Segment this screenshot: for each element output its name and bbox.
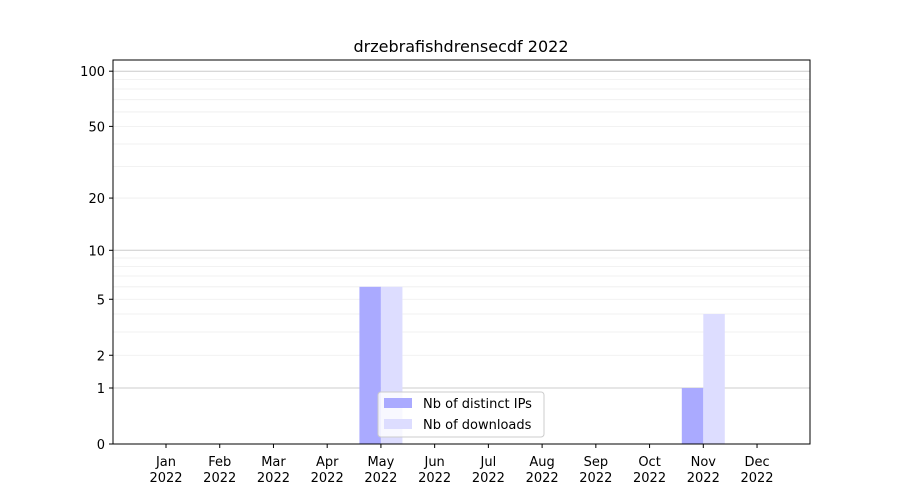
- x-tick-label: Sep: [584, 455, 609, 470]
- legend-box: [377, 391, 545, 438]
- x-tick-label: 2022: [364, 471, 397, 486]
- y-tick-label: 0: [97, 438, 105, 453]
- plot-frame: [112, 59, 811, 445]
- x-tick-label: May: [367, 455, 394, 470]
- x-tick-label: Nov: [691, 455, 717, 470]
- x-tick-label: 2022: [472, 471, 505, 486]
- x-tick-label: Jun: [423, 455, 444, 470]
- x-tick-label: Jul: [480, 455, 497, 470]
- x-tick-label: Jan: [155, 455, 176, 470]
- y-tick-label: 5: [97, 293, 105, 308]
- x-tick-label: 2022: [149, 471, 182, 486]
- legend-swatch: [384, 419, 412, 429]
- x-tick-label: Oct: [638, 455, 660, 470]
- y-tick-label: 10: [88, 244, 105, 259]
- y-tick-label: 1: [97, 382, 105, 397]
- x-tick-label: 2022: [418, 471, 451, 486]
- x-tick-label: 2022: [311, 471, 344, 486]
- y-tick-label: 20: [88, 192, 105, 207]
- x-tick-label: Apr: [316, 455, 339, 470]
- x-tick-label: 2022: [740, 471, 773, 486]
- x-tick-label: 2022: [579, 471, 612, 486]
- x-tick-label: Feb: [208, 455, 231, 470]
- legend-label: Nb of downloads: [423, 418, 532, 433]
- x-tick-label: Dec: [744, 455, 769, 470]
- x-tick-label: 2022: [633, 471, 666, 486]
- x-tick-label: Aug: [529, 455, 554, 470]
- legend-swatch: [384, 398, 412, 408]
- y-tick-label: 2: [97, 349, 105, 364]
- y-tick-label: 100: [80, 65, 105, 80]
- legend-label: Nb of distinct IPs: [423, 397, 532, 412]
- x-tick-label: 2022: [203, 471, 236, 486]
- x-tick-label: 2022: [526, 471, 559, 486]
- y-tick-label: 50: [88, 120, 105, 135]
- x-tick-label: 2022: [687, 471, 720, 486]
- chart-title: drzebrafishdrensecdf 2022: [353, 37, 568, 56]
- bar-distinct-ips: [359, 286, 381, 444]
- bar-downloads: [703, 313, 725, 444]
- x-tick-label: 2022: [257, 471, 290, 486]
- x-tick-label: Mar: [261, 455, 286, 470]
- bar-distinct-ips: [681, 388, 704, 444]
